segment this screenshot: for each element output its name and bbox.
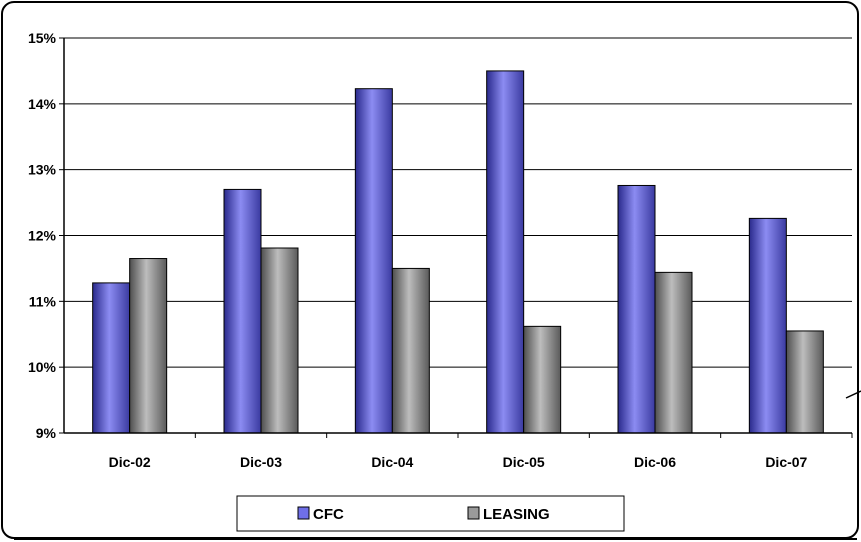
y-tick-label: 11% — [29, 293, 57, 309]
legend-label-cfc: CFC — [313, 506, 344, 523]
legend-swatch-leasing — [467, 506, 480, 520]
y-tick-labels: 9% 10% 11% 12% 13% 14% 15% — [28, 30, 57, 441]
y-tick-label: 9% — [36, 425, 57, 441]
legend: CFC LEASING — [236, 495, 625, 532]
legend-swatch-cfc — [297, 506, 310, 520]
bar-cfc-dic-05 — [486, 70, 525, 434]
bar-leasing-dic-04 — [391, 267, 430, 434]
x-tick-label: Dic-05 — [503, 454, 545, 470]
bar-leasing-dic-02 — [129, 258, 168, 434]
legend-label-leasing: LEASING — [483, 506, 550, 523]
bar-leasing-dic-03 — [260, 247, 299, 434]
y-tick-label: 14% — [28, 96, 57, 112]
bar-leasing-dic-06 — [654, 271, 693, 434]
bar-cfc-dic-07 — [748, 217, 787, 434]
y-tick-label: 15% — [28, 30, 57, 46]
callout-line — [845, 390, 861, 399]
x-tick-labels: Dic-02 Dic-03 Dic-04 Dic-05 Dic-06 Dic-07 — [109, 454, 808, 470]
x-tick-label: Dic-04 — [371, 454, 413, 470]
legend-box — [236, 495, 625, 532]
gridlines — [64, 37, 852, 368]
bar-leasing-dic-07 — [785, 330, 824, 434]
bar-leasing-dic-05 — [523, 325, 562, 434]
bar-cfc-dic-04 — [354, 88, 393, 434]
x-tick-label: Dic-03 — [240, 454, 282, 470]
x-tick-label: Dic-02 — [109, 454, 151, 470]
y-tick-label: 10% — [28, 359, 57, 375]
x-tick-label: Dic-07 — [765, 454, 807, 470]
bar-cfc-dic-06 — [617, 184, 656, 434]
y-tick-label: 13% — [28, 162, 57, 178]
x-tick-label: Dic-06 — [634, 454, 676, 470]
axes — [59, 37, 853, 438]
y-tick-label: 12% — [28, 228, 57, 244]
bar-cfc-dic-02 — [92, 282, 131, 434]
bar-cfc-dic-03 — [223, 188, 262, 434]
